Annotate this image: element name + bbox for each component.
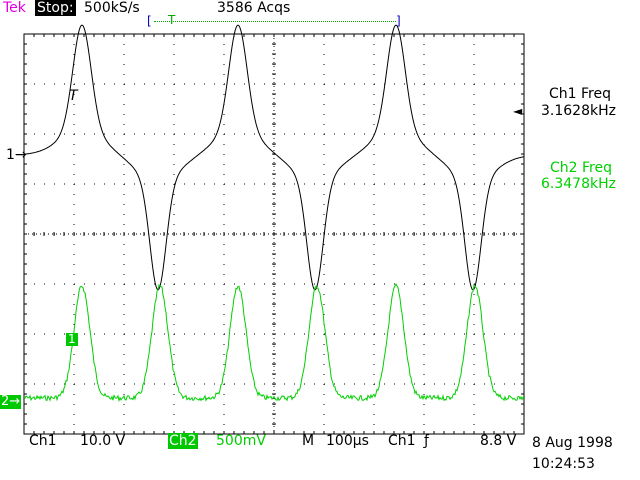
trigger-level: 8.8 V xyxy=(480,433,517,449)
brand-label: Tek xyxy=(3,0,26,16)
ch2-freq-label: Ch2 Freq xyxy=(550,160,612,176)
date: 8 Aug 1998 xyxy=(532,435,613,451)
timebase-scale: 100µs xyxy=(326,433,369,449)
graticule xyxy=(23,33,525,435)
trigger-level-pointer-icon: ◄ xyxy=(513,104,523,118)
acquisition-count: 3586 Acqs xyxy=(217,0,291,16)
ch1-freq-label: Ch1 Freq xyxy=(549,86,611,102)
record-bracket-left: [ xyxy=(147,14,152,28)
ch2-trace-label: 1 xyxy=(66,332,78,346)
ch1-label: Ch1 xyxy=(29,433,57,449)
ch1-waveform xyxy=(23,24,525,291)
ch1-ground-marker: 1→ xyxy=(6,147,27,163)
time: 10:24:53 xyxy=(532,456,595,472)
ch1-scale: 10.0 V xyxy=(80,433,126,449)
record-position-bar xyxy=(154,21,396,22)
ch2-ground-marker: 2→ xyxy=(0,394,22,409)
ch2-freq-value: 6.3478kHz xyxy=(541,176,616,192)
ch2-waveform xyxy=(23,283,525,403)
graticule-border xyxy=(23,33,525,435)
timebase-label: M xyxy=(302,433,315,449)
trigger-position-marker: T xyxy=(168,13,176,27)
ch1-freq-value: 3.1628kHz xyxy=(541,103,616,119)
ch1-trigger-marker: T xyxy=(69,88,78,104)
trigger-source: Ch1 xyxy=(388,433,416,449)
ch2-scale: 500mV xyxy=(216,433,266,449)
record-bracket-right: ] xyxy=(396,14,401,28)
acquisition-state: Stop: xyxy=(35,0,76,16)
ch2-label: Ch2 xyxy=(168,433,198,449)
trigger-slope-icon: ƒ xyxy=(424,433,429,449)
sample-rate: 500kS/s xyxy=(84,0,140,16)
